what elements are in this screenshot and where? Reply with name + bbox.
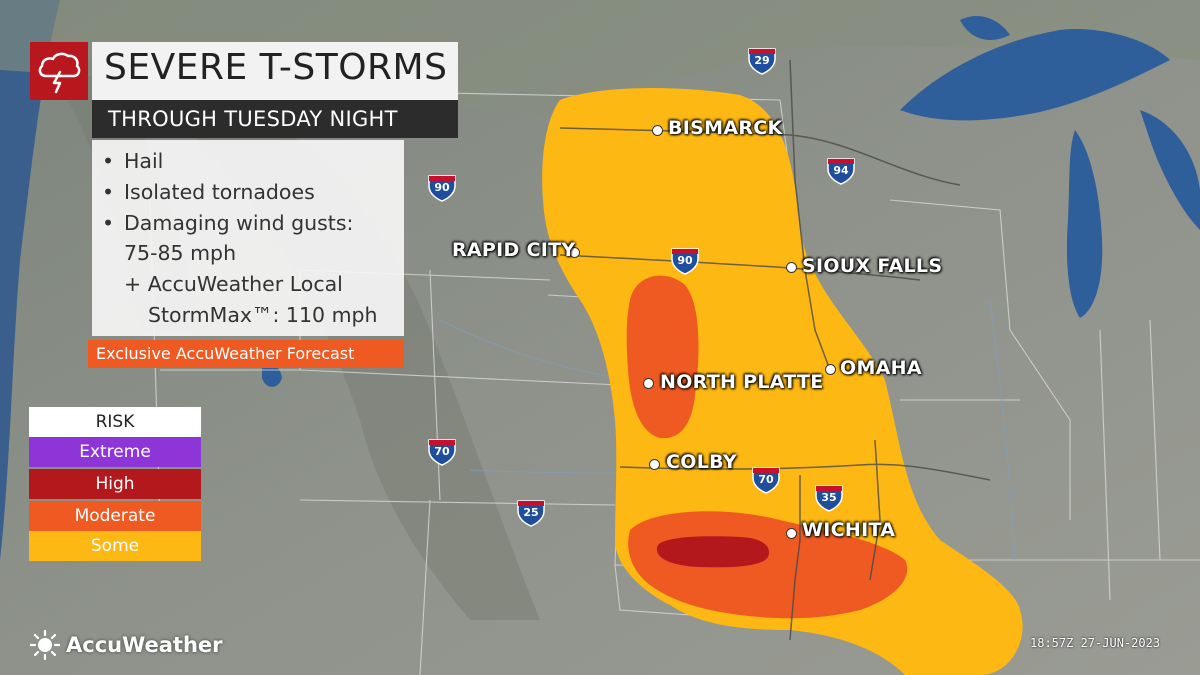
city-label-sioux-falls: SIOUX FALLS	[802, 255, 943, 277]
page-title: SEVERE T-STORMS	[104, 47, 448, 88]
interstate-label: 29	[754, 54, 770, 67]
legend-item-high: High	[29, 469, 201, 499]
threat-item-wind: Damaging wind gusts:	[124, 211, 354, 235]
threat-item-bullet: •	[102, 211, 115, 235]
interstate-label: 35	[821, 491, 837, 504]
threat-item-hail: Hail	[124, 149, 164, 173]
interstate-label: 70	[758, 473, 774, 486]
interstate-shield-icon: 35	[814, 482, 844, 512]
legend-title: RISK	[29, 407, 201, 437]
city-marker-sioux-falls	[786, 262, 797, 273]
thunderstorm-icon	[30, 42, 88, 100]
interstate-shield-icon: 94	[826, 155, 856, 185]
threat-item-bullet: •	[102, 180, 115, 204]
interstate-shield-icon: 70	[427, 436, 457, 466]
interstate-shield-icon: 70	[751, 464, 781, 494]
city-label-omaha: OMAHA	[840, 357, 922, 379]
risk-area-moderate-north	[626, 275, 699, 439]
city-marker-bismarck	[652, 125, 663, 136]
page-subtitle: THROUGH TUESDAY NIGHT	[108, 107, 398, 131]
threat-item-stormmax-value: StormMax™: 110 mph	[148, 303, 378, 327]
risk-area-high	[656, 536, 770, 568]
pacific-ocean	[0, 0, 60, 560]
threat-item-stormmax: + AccuWeather Local	[124, 272, 343, 296]
threat-details-panel: • Hail • Isolated tornadoes • Damaging w…	[92, 140, 404, 336]
interstate-shield-icon: 90	[427, 172, 457, 202]
interstate-shield-icon: 25	[516, 497, 546, 527]
interstate-label: 25	[523, 506, 539, 519]
subtitle-panel: THROUGH TUESDAY NIGHT	[92, 100, 458, 138]
city-marker-colby	[649, 459, 660, 470]
interstate-label: 90	[434, 181, 450, 194]
lake-huron	[1140, 110, 1200, 230]
interstate-shield-icon: 90	[670, 245, 700, 275]
city-marker-wichita	[786, 528, 797, 539]
timestamp: 18:57Z 27-JUN-2023	[1030, 636, 1161, 650]
exclusive-forecast-banner: Exclusive AccuWeather Forecast	[88, 340, 404, 368]
lake-michigan	[1066, 130, 1103, 318]
legend-item-moderate: Moderate	[29, 501, 201, 531]
threat-item-bullet: •	[102, 149, 115, 173]
interstate-roads	[559, 59, 991, 641]
threat-item-wind-speed: 75-85 mph	[124, 241, 237, 265]
city-marker-omaha	[825, 364, 836, 375]
interstate-shield-icon: 29	[747, 45, 777, 75]
title-panel: SEVERE T-STORMS	[92, 42, 458, 100]
city-label-colby: COLBY	[666, 451, 737, 473]
city-label-rapid-city: RAPID CITY	[452, 239, 576, 261]
legend-label: High	[95, 474, 135, 494]
interstate-label: 94	[833, 164, 849, 177]
city-label-bismarck: BISMARCK	[668, 117, 783, 139]
threat-item-tornadoes: Isolated tornadoes	[124, 180, 315, 204]
legend-label: Some	[90, 536, 140, 556]
city-marker-north-platte	[643, 378, 654, 389]
legend-item-extreme: Extreme	[29, 437, 201, 467]
interstate-label: 70	[434, 445, 450, 458]
legend-label: Moderate	[74, 506, 156, 526]
legend-item-some: Some	[29, 531, 201, 561]
city-label-north-platte: NORTH PLATTE	[660, 371, 824, 393]
lake-of-the-woods	[960, 15, 1010, 40]
brand-name: AccuWeather	[66, 633, 223, 657]
interstate-label: 90	[677, 254, 693, 267]
lake-superior	[900, 29, 1170, 121]
city-label-wichita: WICHITA	[802, 519, 896, 541]
city-marker-rapid-city	[569, 247, 580, 258]
accuweather-sun-icon	[30, 630, 60, 660]
legend-label: Extreme	[79, 442, 151, 462]
exclusive-forecast-text: Exclusive AccuWeather Forecast	[96, 344, 355, 363]
legend-title-text: RISK	[95, 412, 135, 432]
